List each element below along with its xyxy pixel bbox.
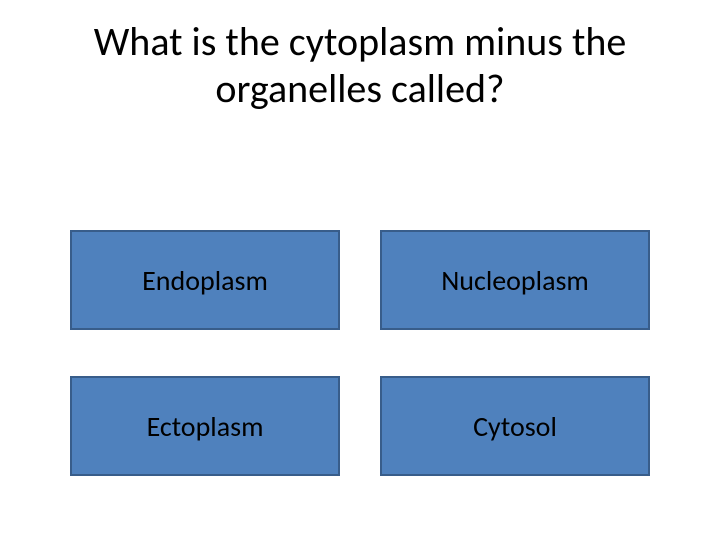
option-nucleoplasm[interactable]: Nucleoplasm [380,230,650,330]
quiz-slide: What is the cytoplasm minus the organell… [0,0,720,540]
question-text: What is the cytoplasm minus the organell… [40,18,680,112]
option-label: Endoplasm [142,263,268,298]
options-grid: Endoplasm Nucleoplasm Ectoplasm Cytosol [70,230,650,476]
option-endoplasm[interactable]: Endoplasm [70,230,340,330]
option-label: Cytosol [473,409,557,444]
option-cytosol[interactable]: Cytosol [380,376,650,476]
option-ectoplasm[interactable]: Ectoplasm [70,376,340,476]
option-label: Nucleoplasm [441,263,589,298]
option-label: Ectoplasm [147,409,264,444]
